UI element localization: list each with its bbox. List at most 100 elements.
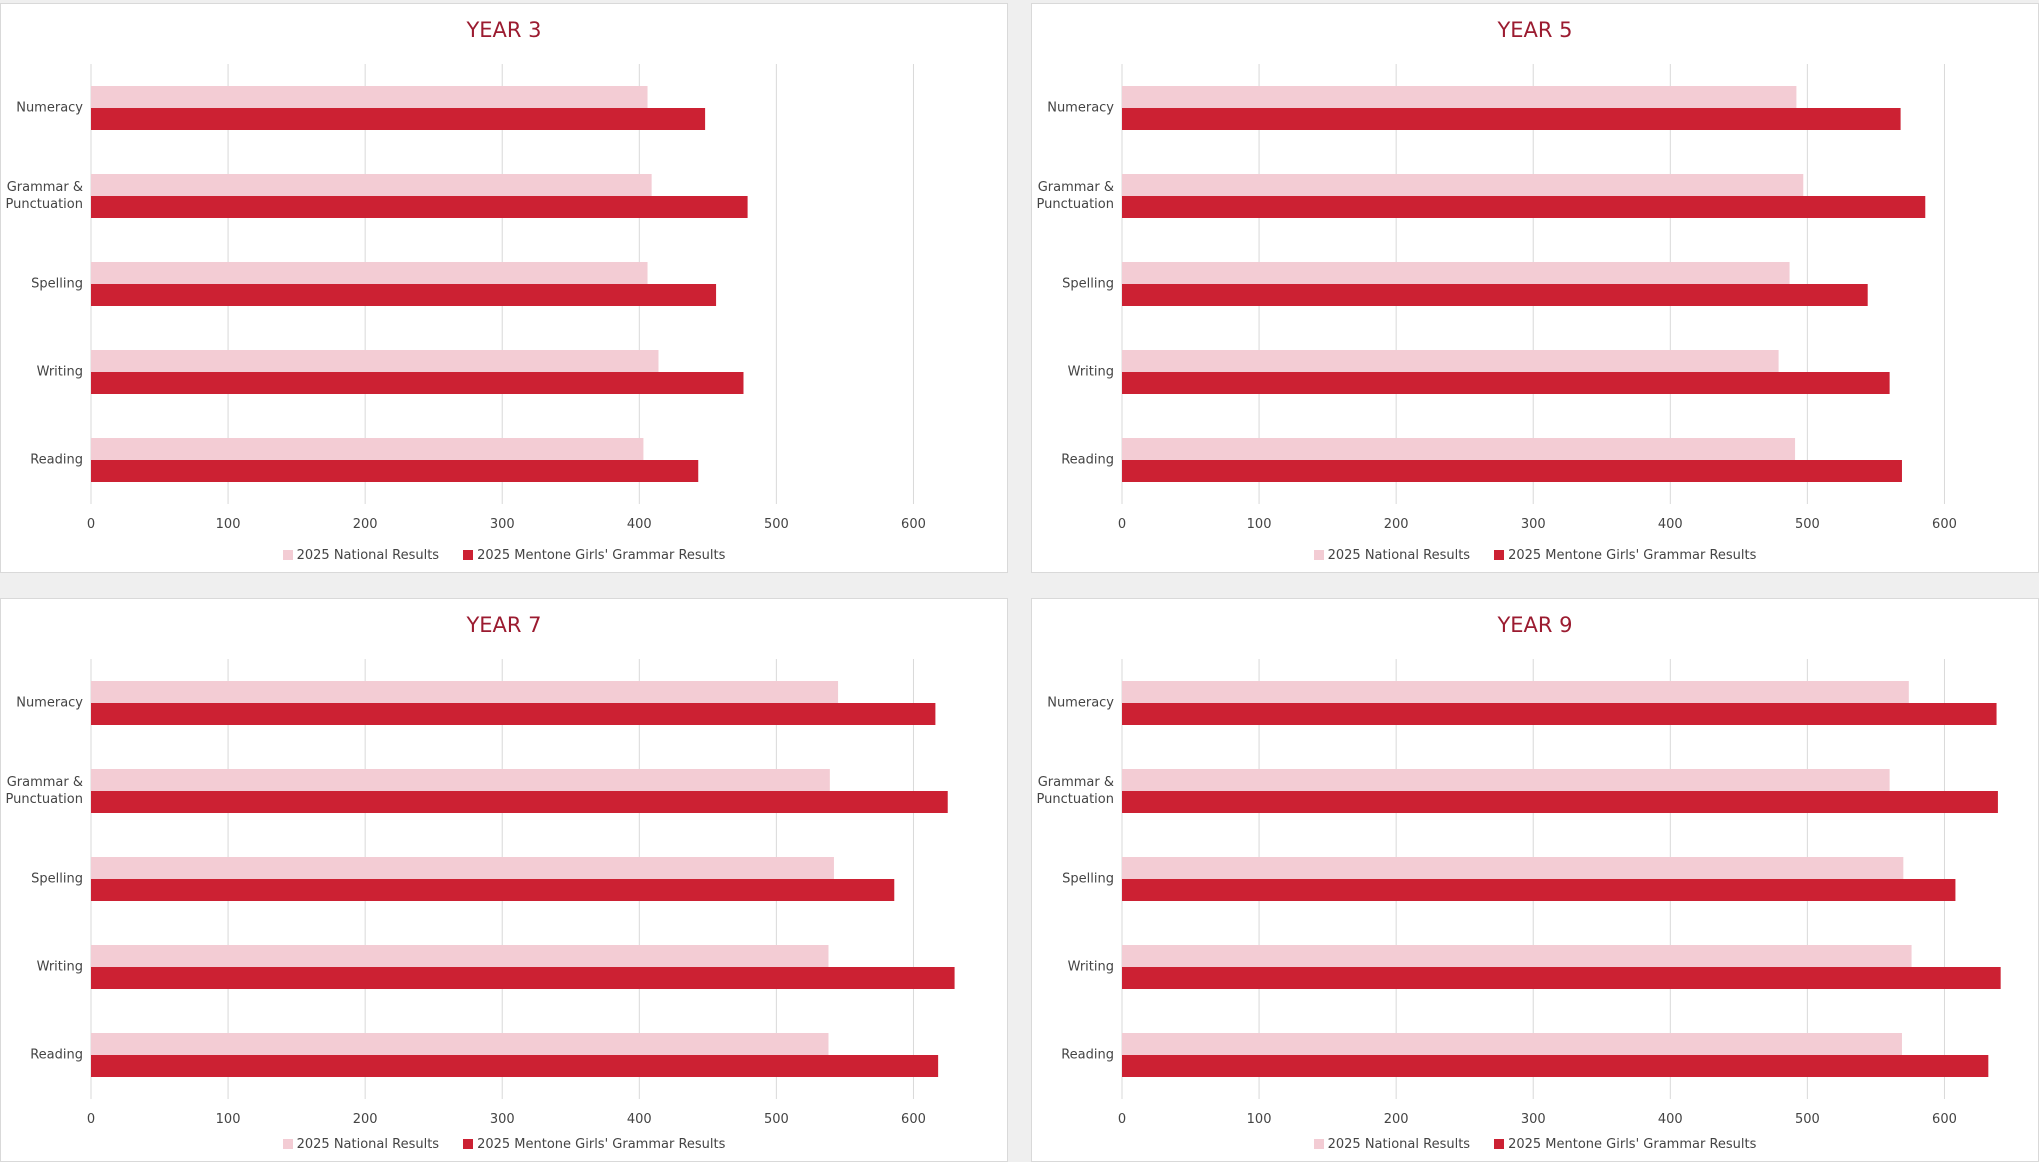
bar [91, 857, 834, 879]
bar [91, 1055, 939, 1077]
legend-label: 2025 Mentone Girls' Grammar Results [1508, 1137, 1757, 1152]
y-tick-label: Numeracy [16, 695, 83, 711]
x-tick-label: 400 [627, 1112, 652, 1127]
bar [1122, 196, 1926, 218]
y-tick-label: Reading [30, 452, 83, 468]
legend-item: 2025 Mentone Girls' Grammar Results [1494, 548, 1756, 563]
x-tick-label: 500 [1795, 1112, 1820, 1127]
chart-title: YEAR 7 [466, 613, 542, 637]
legend-item: 2025 National Results [1313, 548, 1471, 563]
y-tick-label: Numeracy [1047, 695, 1114, 711]
legend-swatch [282, 1139, 293, 1149]
x-tick-label: 600 [1932, 1112, 1957, 1127]
bar [1122, 967, 2001, 989]
chart: 0 100 200 300 400 500 600 [87, 64, 926, 532]
y-tick-label: Spelling [1062, 871, 1114, 887]
x-tick-label: 400 [1658, 1112, 1683, 1127]
x-tick-label: 600 [901, 1112, 926, 1127]
y-tick-label: Numeracy [1047, 100, 1114, 116]
legend-label: 2025 National Results [296, 548, 440, 563]
legend-label: 2025 National Results [296, 1137, 440, 1152]
y-tick-label: Grammar & Punctuation [5, 180, 83, 212]
y-tick-label: Writing [36, 364, 83, 380]
legend: 2025 National Results 2025 Mentone Girls'… [1032, 1137, 2038, 1152]
legend-item: 2025 Mentone Girls' Grammar Results [463, 548, 725, 563]
bar [91, 372, 744, 394]
bar [1122, 262, 1790, 284]
y-tick-label: Spelling [31, 871, 83, 887]
bar [91, 1033, 829, 1055]
legend-swatch [1494, 1139, 1505, 1149]
bar [1122, 460, 1902, 482]
bar [1122, 108, 1901, 130]
bar [1122, 438, 1796, 460]
bar [1122, 945, 1912, 967]
x-tick-label: 300 [490, 517, 515, 532]
legend-label: 2025 National Results [1327, 548, 1471, 563]
x-tick-label: 500 [764, 517, 789, 532]
chart-panel: YEAR 3 0 100 200 300 400 500 600 Numeracy Grammar… [0, 3, 1008, 573]
chart-title: YEAR 3 [466, 18, 542, 42]
y-tick-label: Reading [1061, 452, 1114, 468]
bar [1122, 857, 1904, 879]
y-tick-label: Writing [1067, 364, 1114, 380]
x-tick-label: 600 [1932, 517, 1957, 532]
bar [91, 196, 748, 218]
bar [91, 284, 717, 306]
bar [1122, 284, 1868, 306]
y-tick-label: Writing [1067, 959, 1114, 975]
legend-label: 2025 Mentone Girls' Grammar Results [1508, 548, 1757, 563]
legend: 2025 National Results 2025 Mentone Girls'… [1, 1137, 1007, 1152]
bar [1122, 350, 1779, 372]
bar [1122, 791, 1998, 813]
chart-title: YEAR 9 [1497, 613, 1573, 637]
legend-item: 2025 National Results [1313, 1137, 1470, 1152]
y-tick-label: Grammar & Punctuation [1036, 775, 1114, 807]
x-tick-label: 300 [1521, 1112, 1546, 1127]
x-tick-label: 400 [627, 517, 652, 532]
y-tick-label: Writing [36, 959, 83, 975]
y-tick-label: Reading [30, 1047, 83, 1063]
chart: 0 100 200 300 400 500 600 [87, 659, 955, 1127]
legend: 2025 National Results 2025 Mentone Girls'… [1, 548, 1007, 563]
bar [1122, 1033, 1902, 1055]
x-tick-label: 200 [1384, 1112, 1409, 1127]
x-tick-label: 0 [87, 517, 95, 532]
x-tick-label: 200 [353, 1112, 378, 1127]
x-tick-label: 300 [1521, 517, 1546, 532]
x-tick-label: 0 [87, 1112, 95, 1127]
y-tick-label: Grammar & Punctuation [1036, 180, 1114, 212]
bar [91, 108, 706, 130]
chart-panel: YEAR 5 0 100 200 300 400 500 600 Numeracy Grammar… [1031, 3, 2039, 573]
bar [1122, 681, 1909, 703]
legend-swatch [1494, 550, 1505, 560]
chart-panel: YEAR 9 0 100 200 300 400 500 600 Numeracy Grammar… [1031, 598, 2039, 1162]
legend-label: 2025 Mentone Girls' Grammar Results [477, 1137, 726, 1152]
y-tick-label: Reading [1061, 1047, 1114, 1063]
legend-swatch [463, 1139, 474, 1149]
legend-swatch [1313, 1139, 1324, 1149]
x-tick-label: 300 [490, 1112, 515, 1127]
x-tick-label: 400 [1658, 517, 1683, 532]
x-tick-label: 500 [764, 1112, 789, 1127]
y-tick-label: Spelling [31, 276, 83, 292]
bar [1122, 86, 1797, 108]
bar [91, 945, 829, 967]
chart: 0 100 200 300 400 500 600 [1118, 64, 1957, 532]
bar [1122, 1055, 1989, 1077]
chart: 0 100 200 300 400 500 600 [1118, 659, 2001, 1127]
y-tick-label: Spelling [1062, 276, 1114, 292]
bar [91, 879, 895, 901]
legend-swatch [463, 550, 474, 560]
x-tick-label: 100 [1247, 517, 1272, 532]
legend-item: 2025 Mentone Girls' Grammar Results [1494, 1137, 1756, 1152]
bar [91, 438, 644, 460]
y-tick-label: Grammar & Punctuation [5, 775, 83, 807]
bar [1122, 769, 1890, 791]
bar [91, 769, 830, 791]
legend-item: 2025 Mentone Girls' Grammar Results [463, 1137, 725, 1152]
bar [91, 174, 652, 196]
legend: 2025 National Results 2025 Mentone Girls'… [1032, 548, 2038, 563]
x-tick-label: 100 [1247, 1112, 1272, 1127]
